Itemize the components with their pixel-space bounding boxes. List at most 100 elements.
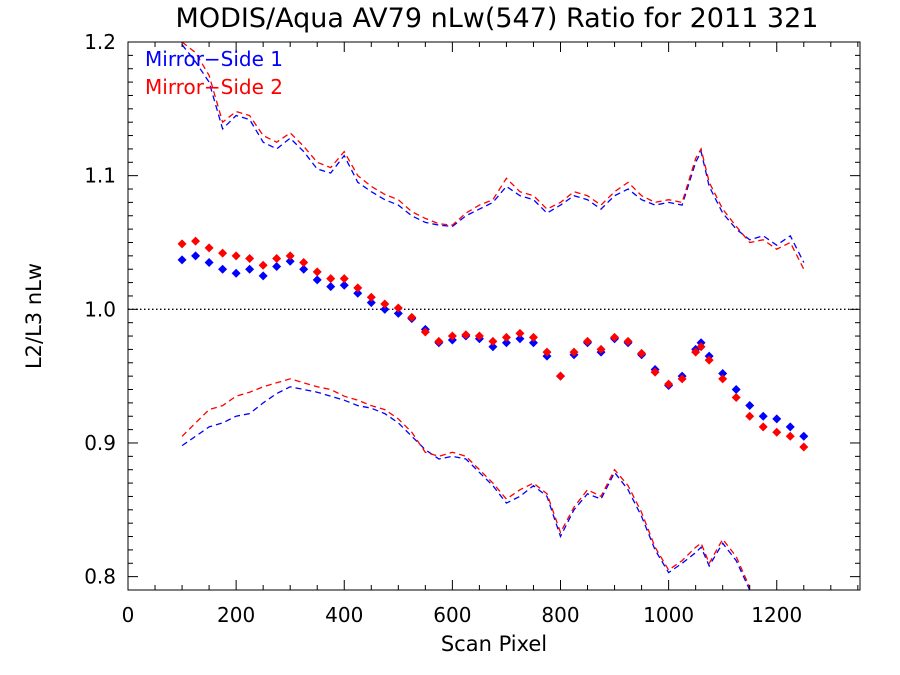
legend-entry-1: Mirror−Side 1: [145, 47, 283, 71]
data-point: [393, 303, 403, 313]
y-tick-label: 1.1: [84, 164, 116, 188]
data-point: [799, 442, 809, 452]
data-point: [299, 258, 309, 268]
data-point: [272, 254, 282, 264]
envelope-line-3: [181, 42, 805, 270]
x-tick-label: 0: [122, 603, 135, 627]
data-point: [704, 355, 714, 365]
data-point: [231, 251, 241, 261]
legend-entry-2: Mirror−Side 2: [145, 75, 283, 99]
data-point: [191, 251, 201, 261]
data-point: [380, 304, 390, 314]
chart-title: MODIS/Aqua AV79 nLw(547) Ratio for 2011 …: [176, 3, 819, 34]
data-point: [434, 336, 444, 346]
data-point: [785, 431, 795, 441]
data-point: [528, 338, 538, 348]
data-point: [326, 274, 336, 284]
data-point: [177, 239, 187, 249]
data-point: [772, 414, 782, 424]
data-point: [583, 336, 593, 346]
y-axis-label: L2/L3 nLw: [22, 263, 46, 369]
data-point: [326, 282, 336, 292]
data-point: [339, 274, 349, 284]
data-point: [393, 308, 403, 318]
legend: Mirror−Side 1 Mirror−Side 2: [145, 47, 283, 99]
data-point: [299, 264, 309, 274]
data-point: [407, 312, 417, 322]
data-point: [285, 251, 295, 261]
data-point: [515, 328, 525, 338]
data-point: [204, 243, 214, 253]
data-point: [569, 347, 579, 357]
data-point: [447, 331, 457, 341]
data-point: [745, 411, 755, 421]
data-point: [501, 338, 511, 348]
x-tick-label: 200: [217, 603, 255, 627]
data-point: [272, 262, 282, 272]
x-tick-label: 1200: [751, 603, 802, 627]
data-point: [218, 264, 228, 274]
y-tick-label: 0.9: [84, 431, 116, 455]
x-tick-label: 400: [325, 603, 363, 627]
data-point: [366, 292, 376, 302]
data-point: [461, 330, 471, 340]
data-point: [258, 260, 268, 270]
data-point: [664, 379, 674, 389]
data-point: [650, 367, 660, 377]
data-point: [610, 332, 620, 342]
data-point: [718, 368, 728, 378]
data-point: [501, 332, 511, 342]
data-point: [785, 422, 795, 432]
data-point: [218, 248, 228, 258]
data-point: [474, 331, 484, 341]
data-point: [758, 411, 768, 421]
data-point: [528, 332, 538, 342]
data-point: [515, 334, 525, 344]
data-point: [339, 280, 349, 290]
data-point: [718, 374, 728, 384]
data-point: [596, 344, 606, 354]
data-point: [691, 347, 701, 357]
x-tick-label: 1000: [643, 603, 694, 627]
x-tick-label: 800: [541, 603, 579, 627]
data-point: [731, 393, 741, 403]
data-point: [177, 255, 187, 265]
data-point: [366, 298, 376, 308]
envelope-line-4: [181, 386, 751, 590]
data-point: [772, 427, 782, 437]
data-point: [677, 374, 687, 384]
data-point: [231, 268, 241, 278]
data-point: [799, 431, 809, 441]
data-point: [285, 256, 295, 266]
y-tick-label: 1.2: [84, 30, 116, 54]
data-point: [353, 283, 363, 293]
data-point: [258, 271, 268, 281]
data-point: [312, 267, 322, 277]
data-point: [245, 264, 255, 274]
data-point: [731, 385, 741, 395]
data-point: [191, 236, 201, 246]
data-point: [488, 336, 498, 346]
data-point: [380, 299, 390, 309]
data-point: [623, 336, 633, 346]
data-point: [745, 401, 755, 411]
plot-frame: [127, 41, 861, 591]
data-point: [758, 422, 768, 432]
y-tick-label: 1.0: [84, 297, 116, 321]
envelope-line-5: [181, 378, 751, 588]
data-point: [420, 327, 430, 337]
data-point: [353, 288, 363, 298]
x-axis-label: Scan Pixel: [441, 632, 547, 656]
data-point: [696, 342, 706, 352]
x-tick-label: 600: [433, 603, 471, 627]
y-tick-label: 0.8: [84, 565, 116, 589]
data-point: [542, 347, 552, 357]
data-point: [637, 348, 647, 358]
envelope-line-2: [181, 44, 805, 263]
data-point: [312, 275, 322, 285]
data-point: [245, 254, 255, 264]
data-point: [204, 258, 214, 268]
data-point: [555, 371, 565, 381]
data-point: [488, 342, 498, 352]
